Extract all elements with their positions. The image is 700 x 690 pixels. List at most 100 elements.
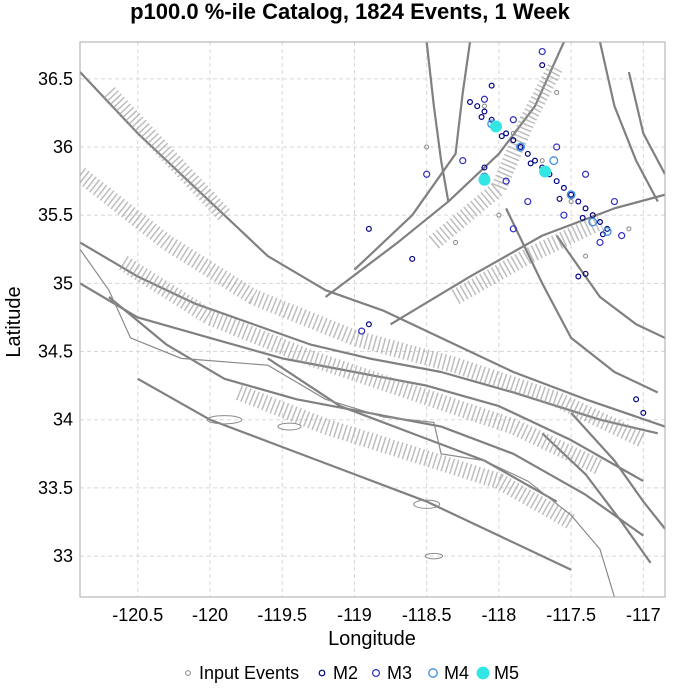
event-point-m2 [524,150,531,157]
event-point-m2 [575,198,582,205]
event-point-m2 [553,178,560,185]
event-point-m2 [517,144,524,151]
island-outline [413,499,441,509]
fault-line [267,357,558,503]
fault-line [324,42,565,298]
x-tick-label: -120 [192,605,228,625]
event-point-m4 [549,156,559,166]
event-point-input [539,158,545,164]
event-point-m2 [582,205,589,212]
y-tick-label: 35 [53,273,73,293]
event-point-m2 [481,164,488,171]
event-point-m3 [423,170,431,178]
legend-marker-m4 [428,668,438,678]
x-tick-label: -119.5 [257,605,307,625]
event-point-input [496,212,502,218]
event-point-m2 [568,191,575,198]
fault-lines [80,42,665,597]
event-point-m2 [498,133,505,140]
y-axis-label: Latitude [3,286,25,357]
fault-line [353,42,472,271]
x-tick-label: -117 [626,605,661,625]
event-point-m2 [560,184,567,191]
fault-line [389,193,665,326]
fault-line [555,235,665,339]
event-point-m3 [509,225,517,233]
event-point-m4 [602,227,612,236]
event-point-m2 [488,116,495,123]
event-point-m3 [596,238,604,247]
y-tick-label: 33 [53,546,73,566]
event-point-m3 [524,197,532,206]
y-tick-label: 34 [53,410,73,430]
event-point-input [453,239,459,245]
x-tick-label: -119 [337,605,372,625]
event-point-input [583,253,589,259]
fault-line [598,42,659,203]
y-tick-label: 34.5 [38,342,73,362]
event-point-m3 [358,327,366,335]
event-point-m3 [459,157,467,165]
event-point-m2 [510,137,517,144]
y-tick-label: 36 [53,137,73,157]
x-tick-label: -117.5 [546,605,596,625]
island-outline [206,415,243,425]
event-point-m2 [527,160,534,167]
event-point-input [424,144,430,150]
event-point-m2 [365,321,372,328]
event-point-m2 [488,82,495,89]
event-point-m3 [538,47,546,56]
event-point-m4 [516,142,526,152]
legend: Input Events M2 M3 M4 M5 [185,663,519,683]
event-point-m2 [409,255,416,262]
x-axis-label: Longitude [328,628,416,650]
event-point-m2 [575,273,582,280]
event-point-m2 [531,157,538,164]
fault-zone [428,61,564,249]
event-point-m2 [474,103,481,110]
event-points [358,47,647,416]
event-point-m3 [509,116,517,124]
legend-label: Input Events [199,663,299,683]
fault-zone [235,385,576,529]
event-point-m2 [467,98,474,105]
event-point-m5 [478,173,491,186]
event-point-input [568,199,574,205]
event-point-m3 [502,177,510,185]
island-outline [424,552,444,560]
event-point-m2 [503,130,510,137]
fault-line [627,71,665,175]
legend-label: M4 [444,663,469,683]
event-point-m2 [640,409,647,416]
event-point-m2 [633,396,640,403]
event-point-m2 [539,62,546,69]
coastline [80,248,616,597]
chart-title: p100.0 %-ile Catalog, 1824 Events, 1 Wee… [130,0,571,24]
island-outline [277,422,302,431]
event-point-m3 [553,143,561,151]
event-point-m2 [481,108,488,115]
fault-line [570,412,665,530]
event-point-input [481,103,487,109]
event-point-m2 [579,214,586,221]
legend-marker-m3 [372,668,381,677]
event-point-input [510,130,516,136]
legend-marker-m2 [318,669,326,677]
fault-zone [80,167,647,448]
y-tick-label: 33.5 [38,478,73,498]
event-point-m2 [582,270,589,277]
x-tick-label: -118 [482,605,517,625]
event-point-m3 [480,95,489,103]
legend-marker-m5 [476,666,490,680]
event-point-m5 [490,120,502,133]
event-point-m4 [566,190,576,200]
x-tick-labels: -120.5 -120 -119.5 -119 -118.5 -118 -117.5 -117 [112,605,660,625]
event-point-m5 [539,165,552,178]
event-point-m3 [618,232,626,240]
y-tick-labels: 33 33.5 34 34.5 35 35.5 36 36.5 [38,69,73,566]
fault-line [425,42,450,202]
x-tick-label: -118.5 [402,605,452,625]
event-point-m2 [365,225,372,232]
event-point-m2 [596,219,603,226]
fault-line [137,377,572,571]
